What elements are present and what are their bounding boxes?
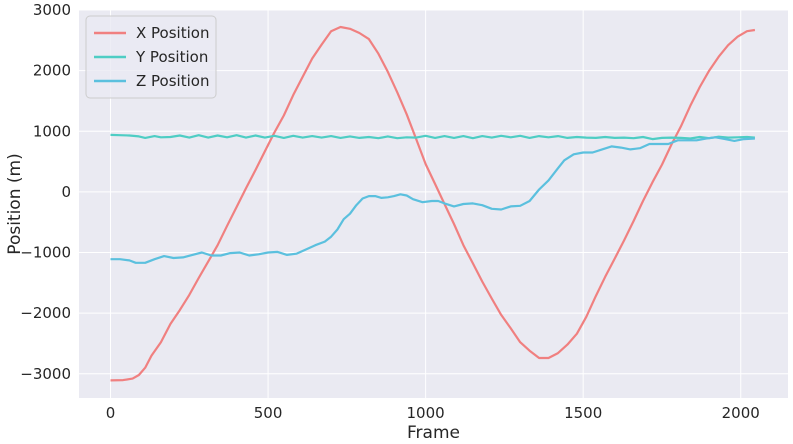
y-tick-label: 1000 bbox=[33, 122, 71, 140]
x-tick-label: 2000 bbox=[722, 404, 760, 422]
y-tick-label: −2000 bbox=[20, 304, 71, 322]
legend-label: Z Position bbox=[136, 72, 209, 90]
y-axis-label: Position (m) bbox=[5, 153, 25, 254]
legend-label: X Position bbox=[136, 24, 209, 42]
legend-label: Y Position bbox=[135, 48, 208, 66]
y-tick-label: 0 bbox=[61, 183, 71, 201]
x-axis-ticks: 0 500 1000 1500 2000 bbox=[106, 404, 760, 422]
x-tick-label: 0 bbox=[106, 404, 116, 422]
series-line-y-position bbox=[110, 133, 755, 141]
series-lines bbox=[110, 25, 756, 382]
x-axis-label: Frame bbox=[407, 423, 460, 443]
series-line-z-position bbox=[110, 136, 755, 264]
legend: X Position Y Position Z Position bbox=[85, 15, 217, 99]
y-tick-label: −3000 bbox=[20, 365, 71, 383]
y-tick-label: 3000 bbox=[33, 1, 71, 19]
y-tick-label: 2000 bbox=[33, 62, 71, 80]
y-axis-ticks: −3000 −2000 −1000 0 1000 2000 3000 bbox=[20, 1, 71, 383]
grid-lines bbox=[79, 9, 788, 398]
y-tick-label: −1000 bbox=[20, 244, 71, 262]
series-line-x-position bbox=[110, 25, 756, 382]
x-tick-label: 1000 bbox=[407, 404, 445, 422]
x-tick-label: 500 bbox=[254, 404, 283, 422]
legend-box bbox=[85, 15, 217, 99]
x-tick-label: 1500 bbox=[564, 404, 602, 422]
